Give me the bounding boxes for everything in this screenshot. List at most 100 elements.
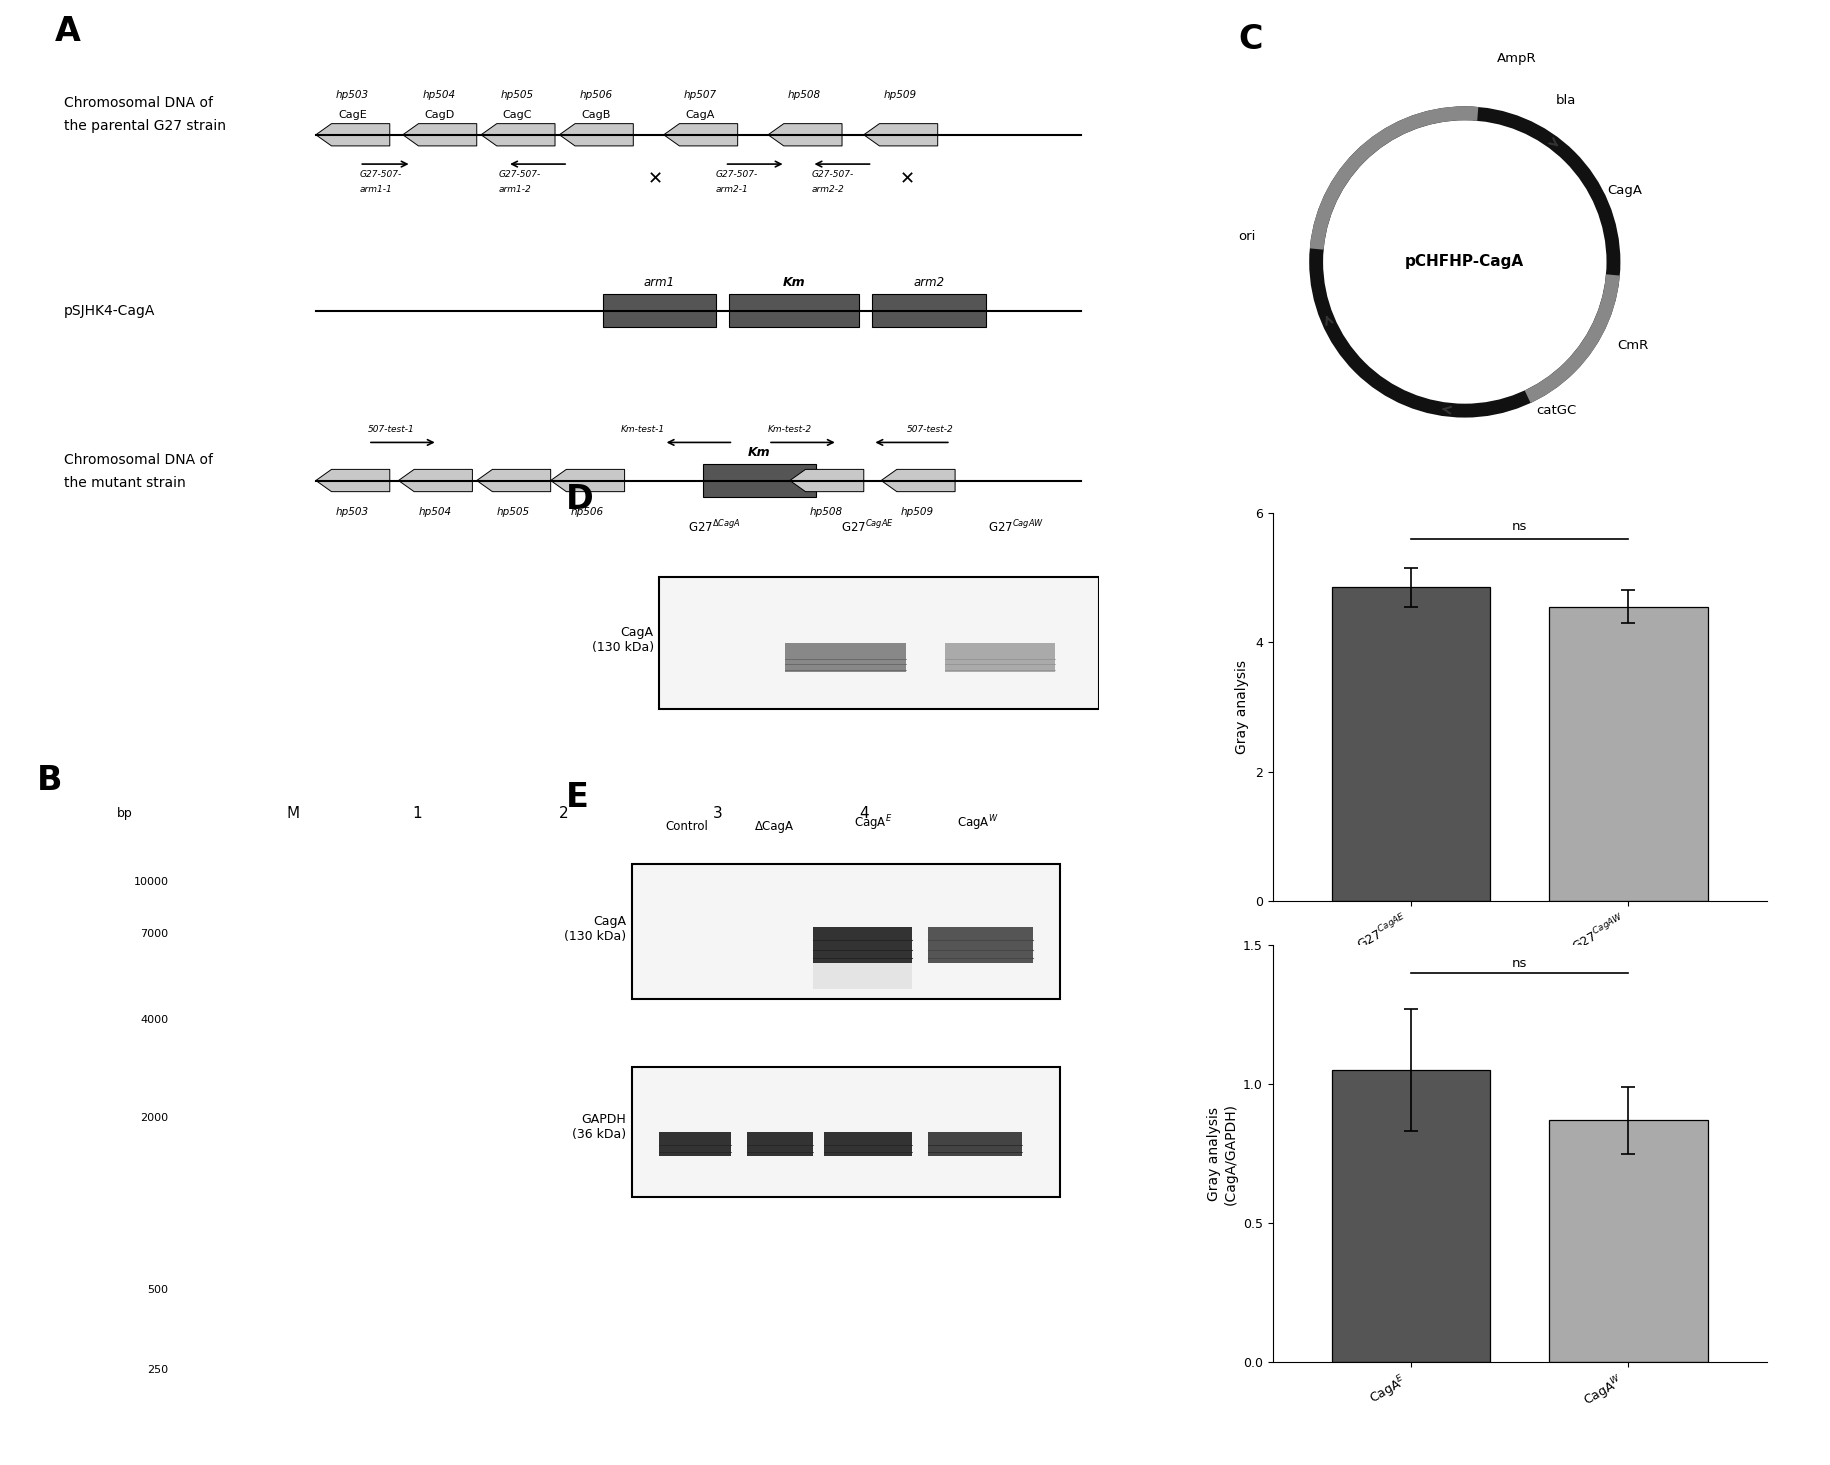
Bar bbox=[703, 464, 816, 497]
Bar bbox=[813, 963, 911, 989]
FancyArrow shape bbox=[399, 469, 472, 492]
Text: M: M bbox=[285, 806, 300, 820]
Bar bbox=[813, 926, 911, 963]
Text: arm1: arm1 bbox=[644, 275, 675, 289]
Text: 507-test-1: 507-test-1 bbox=[368, 425, 415, 434]
Text: C: C bbox=[1237, 22, 1263, 56]
Bar bbox=[871, 294, 985, 327]
Bar bbox=[659, 577, 1098, 709]
Text: 3: 3 bbox=[712, 806, 723, 820]
Text: G27-507-: G27-507- bbox=[716, 170, 758, 179]
FancyArrow shape bbox=[476, 469, 551, 492]
Bar bbox=[928, 1132, 1021, 1156]
FancyArrow shape bbox=[551, 469, 624, 492]
Text: ✕: ✕ bbox=[648, 170, 662, 189]
Text: Km: Km bbox=[748, 445, 770, 459]
Text: arm2-2: arm2-2 bbox=[811, 185, 844, 195]
Text: pCHFHP-CagA: pCHFHP-CagA bbox=[1404, 255, 1524, 270]
Bar bbox=[785, 643, 906, 672]
Text: bla: bla bbox=[1554, 94, 1576, 107]
Bar bbox=[1330, 1069, 1490, 1362]
Text: 500: 500 bbox=[148, 1285, 168, 1295]
Text: 4000: 4000 bbox=[141, 1015, 168, 1026]
Text: CagE: CagE bbox=[339, 110, 366, 120]
Text: CmR: CmR bbox=[1616, 340, 1647, 353]
Text: hp507: hp507 bbox=[683, 91, 716, 101]
Text: D: D bbox=[565, 482, 593, 516]
Bar bbox=[1548, 1121, 1707, 1362]
Text: ns: ns bbox=[1512, 520, 1526, 533]
Bar bbox=[602, 294, 716, 327]
FancyArrow shape bbox=[481, 123, 554, 146]
Text: CagA$^{E}$: CagA$^{E}$ bbox=[855, 813, 891, 832]
FancyArrow shape bbox=[662, 123, 737, 146]
Text: Chromosomal DNA of: Chromosomal DNA of bbox=[64, 453, 212, 467]
FancyArrow shape bbox=[880, 469, 955, 492]
Text: hp508: hp508 bbox=[787, 91, 820, 101]
Text: G27$^{CagAE}$: G27$^{CagAE}$ bbox=[842, 519, 893, 535]
Text: CagA$^{W}$: CagA$^{W}$ bbox=[957, 813, 997, 832]
Text: 7000: 7000 bbox=[141, 929, 168, 939]
Text: ΔCagA: ΔCagA bbox=[754, 820, 794, 832]
Text: G27-507-: G27-507- bbox=[811, 170, 853, 179]
Text: arm2: arm2 bbox=[913, 275, 944, 289]
Text: arm1-2: arm1-2 bbox=[498, 185, 531, 195]
Y-axis label: Gray analysis: Gray analysis bbox=[1235, 659, 1248, 754]
FancyArrow shape bbox=[317, 469, 390, 492]
Text: hp503: hp503 bbox=[335, 91, 368, 101]
Text: hp504: hp504 bbox=[419, 507, 452, 517]
Text: hp506: hp506 bbox=[578, 91, 611, 101]
FancyArrow shape bbox=[403, 123, 476, 146]
Text: the parental G27 strain: the parental G27 strain bbox=[64, 119, 225, 133]
Text: CagA
(130 kDa): CagA (130 kDa) bbox=[591, 627, 653, 655]
Text: G27$^{CagAW}$: G27$^{CagAW}$ bbox=[988, 519, 1043, 535]
Text: Chromosomal DNA of: Chromosomal DNA of bbox=[64, 95, 212, 110]
Text: Km: Km bbox=[783, 275, 805, 289]
Text: 250: 250 bbox=[146, 1365, 168, 1376]
Bar bbox=[728, 294, 858, 327]
Text: 2: 2 bbox=[558, 806, 569, 820]
Text: CagB: CagB bbox=[580, 110, 609, 120]
Text: G27-507-: G27-507- bbox=[359, 170, 401, 179]
FancyArrow shape bbox=[789, 469, 864, 492]
Text: CagA: CagA bbox=[684, 110, 714, 120]
Text: AmpR: AmpR bbox=[1497, 53, 1535, 66]
Text: bp: bp bbox=[117, 807, 132, 820]
Text: 10000: 10000 bbox=[134, 878, 168, 888]
Bar bbox=[1548, 607, 1707, 901]
Text: CagA
(130 kDa): CagA (130 kDa) bbox=[564, 916, 626, 943]
Bar bbox=[824, 1132, 911, 1156]
Text: hp508: hp508 bbox=[809, 507, 842, 517]
Text: GAPDH
(36 kDa): GAPDH (36 kDa) bbox=[571, 1113, 626, 1141]
Text: hp504: hp504 bbox=[423, 91, 456, 101]
Text: Km-test-1: Km-test-1 bbox=[620, 425, 664, 434]
Text: ✕: ✕ bbox=[899, 170, 915, 189]
Bar bbox=[659, 1132, 730, 1156]
Text: CagC: CagC bbox=[503, 110, 533, 120]
Text: B: B bbox=[37, 765, 62, 797]
Text: G27$^{\Delta CagA}$: G27$^{\Delta CagA}$ bbox=[688, 519, 739, 535]
Text: 4: 4 bbox=[858, 806, 869, 820]
FancyArrow shape bbox=[864, 123, 937, 146]
Text: pSJHK4-CagA: pSJHK4-CagA bbox=[64, 303, 156, 318]
Y-axis label: Gray analysis
(CagA/GAPDH): Gray analysis (CagA/GAPDH) bbox=[1206, 1103, 1237, 1204]
Text: arm1-1: arm1-1 bbox=[359, 185, 392, 195]
Text: ns: ns bbox=[1512, 957, 1526, 970]
Text: 1: 1 bbox=[412, 806, 423, 820]
Text: E: E bbox=[565, 781, 587, 813]
Text: hp505: hp505 bbox=[496, 507, 529, 517]
Bar bbox=[631, 864, 1060, 999]
Text: 507-test-2: 507-test-2 bbox=[908, 425, 953, 434]
Text: hp503: hp503 bbox=[335, 507, 368, 517]
Bar bbox=[944, 643, 1054, 672]
Bar bbox=[631, 1067, 1060, 1197]
FancyArrow shape bbox=[317, 123, 390, 146]
Bar bbox=[928, 926, 1032, 963]
Bar bbox=[747, 1132, 813, 1156]
FancyArrow shape bbox=[769, 123, 842, 146]
FancyArrow shape bbox=[560, 123, 633, 146]
Text: arm2-1: arm2-1 bbox=[716, 185, 748, 195]
Text: CagD: CagD bbox=[425, 110, 454, 120]
Text: A: A bbox=[55, 15, 81, 48]
Text: hp509: hp509 bbox=[900, 507, 933, 517]
